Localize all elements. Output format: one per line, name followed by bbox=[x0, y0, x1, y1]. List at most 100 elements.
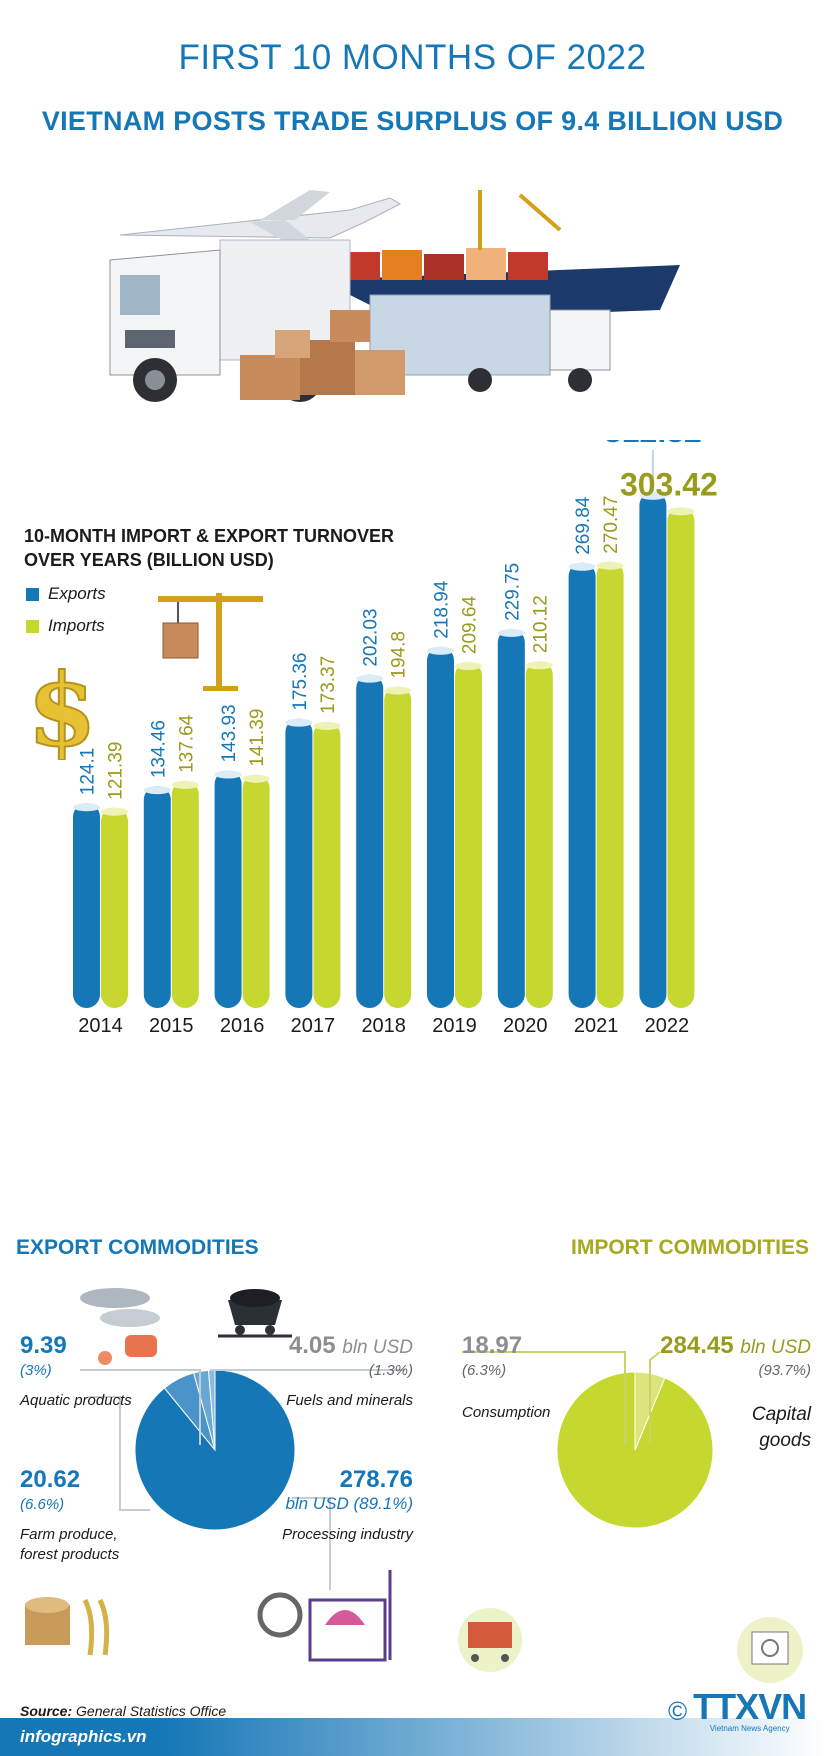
bar-exports-top-2015 bbox=[143, 786, 171, 795]
data-label-imports-2020: 210.12 bbox=[530, 595, 551, 653]
legend-exports: Exports bbox=[26, 584, 106, 604]
data-label-imports-2017: 173.37 bbox=[318, 656, 339, 714]
capital-label-line2: goods bbox=[759, 1430, 811, 1451]
bar-imports-top-2017 bbox=[313, 721, 341, 730]
data-label-exports-2018: 202.03 bbox=[361, 609, 382, 667]
fuels-value-number: 4.05 bbox=[288, 1332, 336, 1359]
bar-imports-top-2018 bbox=[384, 686, 412, 695]
bar-imports-2018 bbox=[384, 686, 412, 1008]
bar-imports-2020 bbox=[525, 661, 553, 1008]
aquatic-pct: (3%) bbox=[20, 1362, 52, 1379]
processing-unit-pct: bln USD (89.1%) bbox=[285, 1494, 413, 1513]
consumption-value: 18.97 bbox=[462, 1332, 523, 1359]
x-tick-label-2020: 2020 bbox=[503, 1015, 548, 1037]
page-title: FIRST 10 MONTHS OF 2022 bbox=[178, 38, 647, 77]
source-text: General Statistics Office bbox=[76, 1703, 227, 1719]
legend-exports-label: Exports bbox=[48, 584, 106, 603]
legend-imports: Imports bbox=[26, 616, 105, 636]
aquatic-value: 9.39 bbox=[20, 1332, 67, 1359]
processing-label: Processing industry bbox=[282, 1526, 413, 1543]
trade-illustration bbox=[109, 190, 680, 402]
fuels-pct: (1.3%) bbox=[368, 1362, 413, 1379]
site-link[interactable]: infographics.vn bbox=[20, 1727, 147, 1746]
bar-exports-2019 bbox=[427, 646, 454, 1008]
data-label-exports-2017: 175.36 bbox=[290, 653, 311, 711]
bar-exports-top-2020 bbox=[497, 628, 525, 637]
data-label-imports-2019: 209.64 bbox=[460, 596, 481, 655]
chart-title: 10-MONTH IMPORT & EXPORT TURNOVER OVER Y… bbox=[24, 524, 394, 572]
bar-imports-top-2021 bbox=[596, 561, 624, 570]
shopping-cart-icon bbox=[458, 1608, 522, 1672]
consumption-pct: (6.3%) bbox=[462, 1362, 507, 1379]
footer-bar bbox=[0, 1718, 825, 1756]
capital-unit: bln USD bbox=[740, 1337, 811, 1358]
bar-imports-top-2016 bbox=[242, 774, 270, 783]
bar-exports-2015 bbox=[143, 786, 171, 1008]
bar-chart: 2014 124.1 121.39 2015 134.46 137.64 2016 143.9… bbox=[73, 440, 718, 1037]
capital-value: 284.45 bln USD bbox=[660, 1332, 811, 1360]
legend-imports-label: Imports bbox=[48, 616, 105, 635]
x-tick-label-2014: 2014 bbox=[78, 1015, 123, 1037]
bar-exports-2018 bbox=[356, 674, 384, 1008]
svg-text:$: $ bbox=[27, 651, 97, 760]
export-commodities-title: EXPORT COMMODITIES bbox=[16, 1236, 259, 1259]
chart-title-line1: 10-MONTH IMPORT & EXPORT TURNOVER bbox=[24, 526, 395, 546]
dollar-icon: $ bbox=[26, 650, 98, 760]
source-label: Source: bbox=[20, 1703, 73, 1719]
fish-icon bbox=[80, 1288, 160, 1365]
chart-title-line2: OVER YEARS (BILLION USD) bbox=[24, 550, 274, 570]
farm-label-line1: Farm produce, bbox=[20, 1526, 118, 1543]
import-commodities-title: IMPORT COMMODITIES bbox=[571, 1236, 809, 1259]
farm-pct: (6.6%) bbox=[20, 1496, 65, 1513]
x-tick-label-2018: 2018 bbox=[361, 1015, 406, 1037]
bar-imports-2017 bbox=[313, 721, 341, 1008]
bar-imports-top-2022 bbox=[667, 507, 695, 516]
capital-value-number: 284.45 bbox=[660, 1332, 734, 1359]
capital-pct: (93.7%) bbox=[758, 1362, 811, 1379]
fuels-unit: bln USD bbox=[342, 1337, 413, 1358]
x-tick-label-2019: 2019 bbox=[432, 1015, 477, 1037]
bar-imports-top-2019 bbox=[455, 662, 482, 671]
capital-label-line1: Capital bbox=[751, 1404, 811, 1425]
wood-log-icon bbox=[25, 1597, 110, 1656]
source-note: Source: General Statistics Office bbox=[20, 1703, 226, 1719]
bar-imports-2019 bbox=[455, 662, 482, 1008]
industry-icon bbox=[257, 1570, 392, 1662]
bar-exports-top-2014 bbox=[73, 803, 100, 812]
data-label-imports-2018: 194.8 bbox=[389, 631, 410, 679]
bar-imports-2015 bbox=[171, 780, 199, 1008]
data-label-imports-2021: 270.47 bbox=[601, 496, 622, 554]
data-label-exports-2020: 229.75 bbox=[502, 563, 523, 621]
data-label-imports-2014: 121.39 bbox=[106, 742, 127, 800]
legend-exports-swatch bbox=[26, 587, 39, 601]
copyright-symbol: © bbox=[668, 1696, 688, 1726]
bar-imports-2014 bbox=[101, 807, 128, 1008]
container-truck-icon bbox=[369, 294, 611, 392]
bar-imports-top-2020 bbox=[525, 661, 553, 670]
pie-section bbox=[25, 1288, 803, 1683]
logo-text: TTXVN bbox=[693, 1686, 807, 1727]
farm-label-line2: forest products bbox=[20, 1546, 120, 1563]
bar-exports-top-2021 bbox=[568, 562, 596, 571]
fuels-label: Fuels and minerals bbox=[286, 1392, 413, 1409]
logo-block: TTXVN Vietnam News Agency bbox=[693, 1686, 807, 1734]
farm-value: 20.62 bbox=[20, 1466, 81, 1493]
x-tick-label-2016: 2016 bbox=[220, 1015, 265, 1037]
bar-imports-top-2015 bbox=[171, 780, 199, 789]
export-pie bbox=[134, 1369, 296, 1531]
bar-imports-2022 bbox=[667, 507, 695, 1008]
data-label-exports-2019: 218.94 bbox=[432, 580, 453, 639]
bar-exports-2020 bbox=[497, 628, 525, 1008]
bar-exports-2014 bbox=[73, 803, 100, 1008]
x-tick-label-2022: 2022 bbox=[645, 1015, 690, 1037]
consumption-label: Consumption bbox=[462, 1404, 551, 1421]
aquatic-label: Aquatic products bbox=[20, 1392, 132, 1409]
x-tick-label-2015: 2015 bbox=[149, 1015, 194, 1037]
data-label-exports-2015: 134.46 bbox=[148, 720, 169, 778]
page-subtitle: VIETNAM POSTS TRADE SURPLUS OF 9.4 BILLI… bbox=[41, 106, 784, 136]
ttxvn-logo: © TTXVN Vietnam News Agency bbox=[668, 1686, 807, 1734]
bar-imports-2021 bbox=[596, 561, 624, 1008]
bar-exports-top-2019 bbox=[427, 646, 454, 655]
capital-goods-icon bbox=[737, 1617, 803, 1683]
cardboard-boxes-icon bbox=[240, 310, 405, 400]
